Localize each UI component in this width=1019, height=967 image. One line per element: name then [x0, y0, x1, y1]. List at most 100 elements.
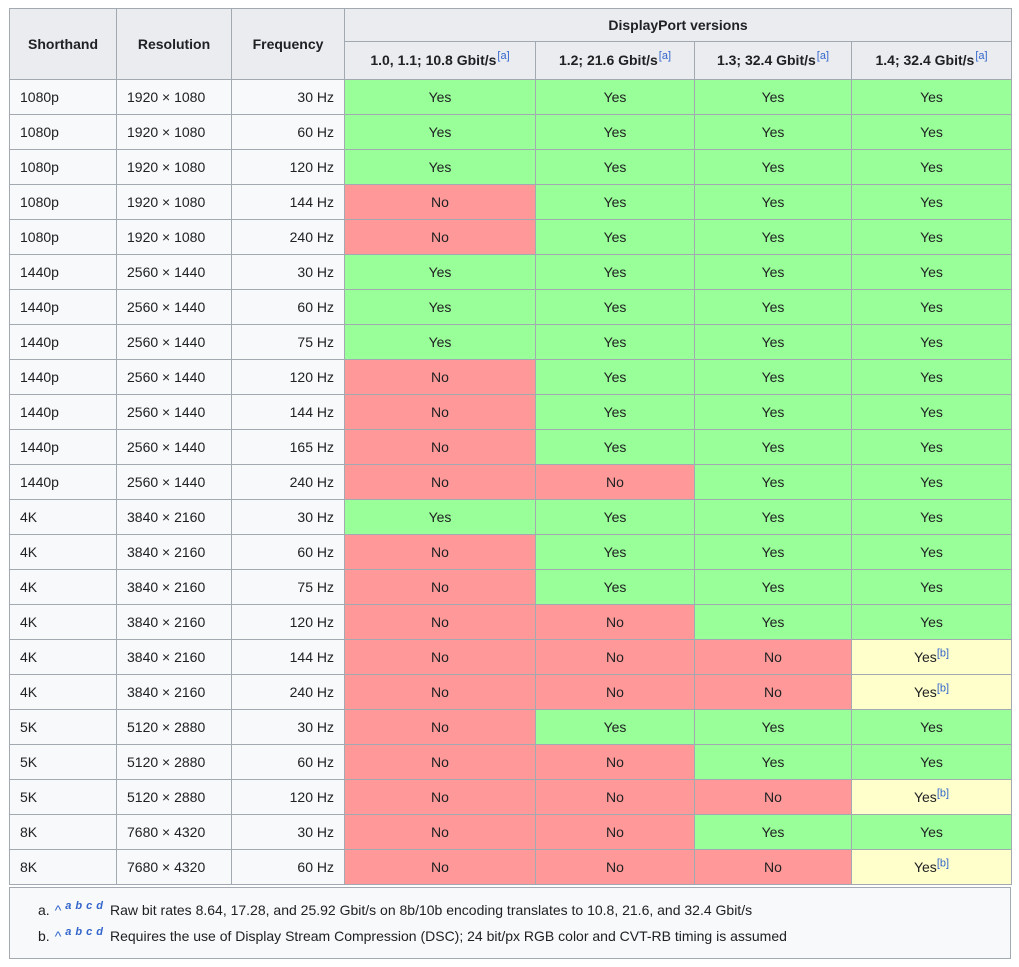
- footnote-ref-b[interactable]: [b]: [936, 681, 950, 694]
- resolution-cell: 2560 × 1440: [116, 429, 232, 465]
- support-cell: Yes: [850, 569, 1013, 605]
- shorthand-cell: 1440p: [9, 429, 117, 465]
- support-cell: Yes: [344, 114, 536, 150]
- support-cell: No: [344, 849, 536, 885]
- table-row: 1080p 1920 × 1080 120 Hz Yes Yes Yes Yes: [9, 149, 1013, 185]
- support-cell: Yes: [344, 79, 536, 115]
- resolution-cell: 5120 × 2880: [116, 779, 232, 815]
- support-cell: No: [344, 814, 536, 850]
- support-cell: No: [344, 184, 536, 220]
- support-cell: Yes: [694, 219, 852, 255]
- footnote-text: Raw bit rates 8.64, 17.28, and 25.92 Gbi…: [109, 902, 753, 918]
- support-cell: Yes: [535, 254, 695, 290]
- table-row: 1440p 2560 × 1440 30 Hz Yes Yes Yes Yes: [9, 254, 1013, 290]
- support-cell: Yes: [535, 499, 695, 535]
- support-cell: Yes: [535, 359, 695, 395]
- resolution-cell: 1920 × 1080: [116, 114, 232, 150]
- support-cell: Yes: [694, 604, 852, 640]
- footnote-backlink[interactable]: b: [75, 900, 83, 913]
- footnote-backlink[interactable]: d: [96, 900, 103, 913]
- frequency-cell: 240 Hz: [231, 219, 345, 255]
- table-row: 4K 3840 × 2160 30 Hz Yes Yes Yes Yes: [9, 499, 1013, 535]
- table-body: 1080p 1920 × 1080 30 Hz Yes Yes Yes Yes 1080p 19…: [9, 79, 1013, 885]
- footnote-backlink[interactable]: a: [65, 900, 72, 913]
- displayport-support-table: Shorthand Resolution Frequency DisplayPo…: [9, 8, 1013, 885]
- support-cell: No: [535, 779, 695, 815]
- support-cell: No: [344, 464, 536, 500]
- frequency-cell: 30 Hz: [231, 254, 345, 290]
- support-cell: Yes: [535, 149, 695, 185]
- column-header-shorthand: Shorthand: [9, 8, 117, 80]
- support-cell: Yes[b]: [850, 674, 1013, 710]
- support-cell: No: [344, 359, 536, 395]
- support-cell: Yes: [535, 114, 695, 150]
- footnote-ref-a[interactable]: [a]: [975, 50, 988, 63]
- resolution-cell: 2560 × 1440: [116, 254, 232, 290]
- table-row: 8K 7680 × 4320 30 Hz No No Yes Yes: [9, 814, 1013, 850]
- shorthand-cell: 1080p: [9, 79, 117, 115]
- column-header-dp-1-3: 1.3; 32.4 Gbit/s[a]: [694, 41, 852, 80]
- table-row: 1080p 1920 × 1080 240 Hz No Yes Yes Yes: [9, 219, 1013, 255]
- shorthand-cell: 1440p: [9, 394, 117, 430]
- frequency-cell: 120 Hz: [231, 359, 345, 395]
- support-cell: Yes: [850, 534, 1013, 570]
- resolution-cell: 3840 × 2160: [116, 499, 232, 535]
- support-cell: Yes: [850, 79, 1013, 115]
- support-cell: Yes: [344, 149, 536, 185]
- support-cell: Yes: [694, 709, 852, 745]
- footnote-backlink[interactable]: a: [65, 926, 72, 939]
- footnote-ref-a[interactable]: [a]: [816, 50, 830, 63]
- frequency-cell: 120 Hz: [231, 604, 345, 640]
- footnote-backlink[interactable]: c: [86, 900, 93, 913]
- column-header-frequency: Frequency: [231, 8, 345, 80]
- shorthand-cell: 5K: [9, 744, 117, 780]
- column-header-dp-1-2: 1.2; 21.6 Gbit/s[a]: [535, 41, 695, 80]
- footnote-ref-b[interactable]: [b]: [936, 856, 950, 869]
- support-cell: No: [344, 709, 536, 745]
- support-cell: Yes: [694, 534, 852, 570]
- table-header: Shorthand Resolution Frequency DisplayPo…: [9, 8, 1013, 80]
- footnote-backlink-caret[interactable]: ^: [54, 928, 62, 944]
- support-cell: Yes: [850, 744, 1013, 780]
- footnote-backlink[interactable]: c: [86, 926, 93, 939]
- footnotes-box: a. ^ a b c d Raw bit rates 8.64, 17.28, and 25…: [9, 887, 1011, 959]
- table-row: 4K 3840 × 2160 120 Hz No No Yes Yes: [9, 604, 1013, 640]
- table-row: 1440p 2560 × 1440 120 Hz No Yes Yes Yes: [9, 359, 1013, 395]
- support-cell: Yes: [694, 429, 852, 465]
- support-cell: No: [344, 604, 536, 640]
- frequency-cell: 60 Hz: [231, 849, 345, 885]
- shorthand-cell: 1080p: [9, 114, 117, 150]
- version-label: 1.0, 1.1; 10.8 Gbit/s: [370, 52, 497, 69]
- frequency-cell: 30 Hz: [231, 709, 345, 745]
- column-header-resolution: Resolution: [116, 8, 232, 80]
- support-cell: No: [694, 639, 852, 675]
- footnote-backlink-caret[interactable]: ^: [54, 902, 62, 918]
- footnote-ref-a[interactable]: [a]: [658, 50, 672, 63]
- table-row: 4K 3840 × 2160 75 Hz No Yes Yes Yes: [9, 569, 1013, 605]
- resolution-cell: 2560 × 1440: [116, 464, 232, 500]
- support-cell: No: [694, 674, 852, 710]
- footnote-ref-b[interactable]: [b]: [936, 646, 950, 659]
- frequency-cell: 144 Hz: [231, 184, 345, 220]
- footnote-backlink[interactable]: b: [75, 926, 83, 939]
- footnote-backlink[interactable]: d: [96, 926, 103, 939]
- version-label: 1.4; 32.4 Gbit/s: [875, 52, 975, 69]
- shorthand-cell: 1080p: [9, 219, 117, 255]
- support-cell: No: [694, 849, 852, 885]
- shorthand-cell: 4K: [9, 534, 117, 570]
- table-row: 1080p 1920 × 1080 60 Hz Yes Yes Yes Yes: [9, 114, 1013, 150]
- table-row: 1440p 2560 × 1440 60 Hz Yes Yes Yes Yes: [9, 289, 1013, 325]
- support-cell: Yes: [694, 744, 852, 780]
- shorthand-cell: 1440p: [9, 254, 117, 290]
- resolution-cell: 5120 × 2880: [116, 744, 232, 780]
- shorthand-cell: 4K: [9, 674, 117, 710]
- resolution-cell: 1920 × 1080: [116, 219, 232, 255]
- footnote-ref-a[interactable]: [a]: [497, 50, 510, 63]
- support-cell: No: [535, 639, 695, 675]
- resolution-cell: 1920 × 1080: [116, 184, 232, 220]
- frequency-cell: 144 Hz: [231, 639, 345, 675]
- table-row: 1080p 1920 × 1080 30 Hz Yes Yes Yes Yes: [9, 79, 1013, 115]
- footnote-ref-b[interactable]: [b]: [936, 786, 950, 799]
- resolution-cell: 2560 × 1440: [116, 359, 232, 395]
- shorthand-cell: 1080p: [9, 184, 117, 220]
